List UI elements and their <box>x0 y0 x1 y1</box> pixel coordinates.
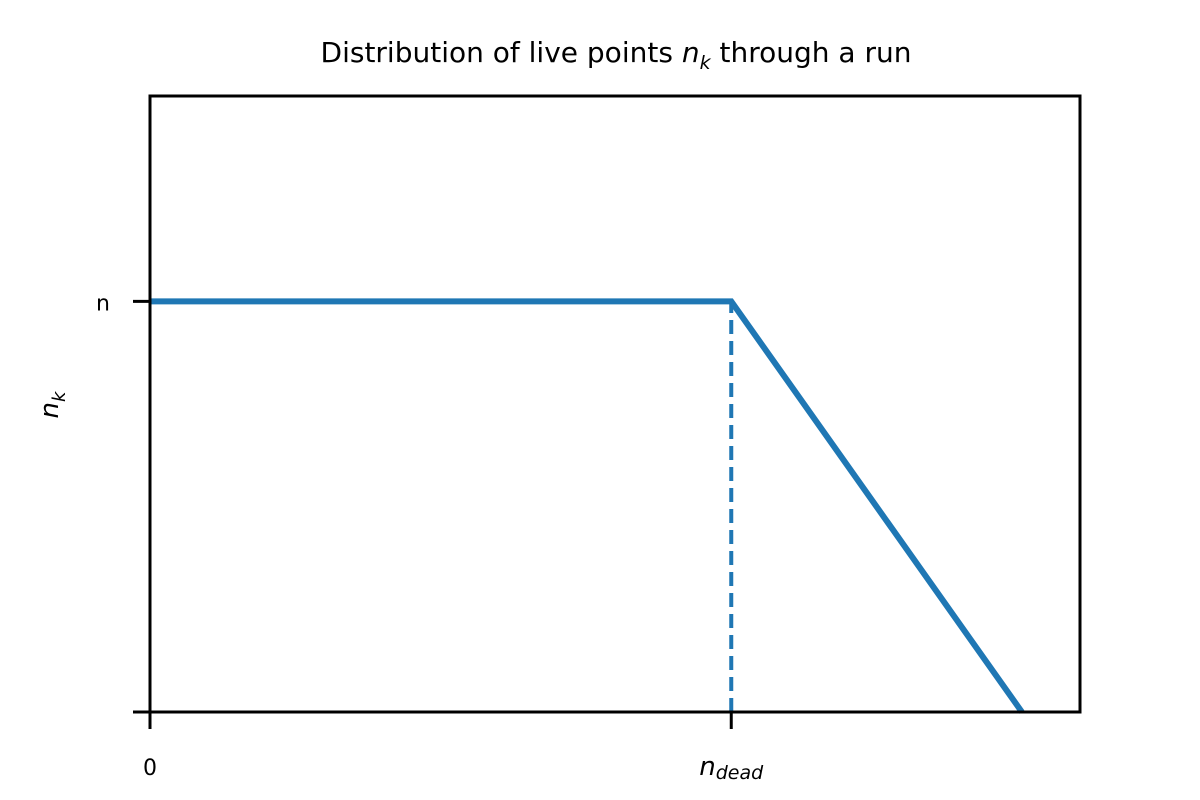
axis-ticks: 0 ndead n <box>96 291 764 784</box>
y-tick-label-1: n <box>96 291 110 316</box>
chart-title: Distribution of live points nk through a… <box>321 36 912 74</box>
plot-frame <box>148 94 1082 714</box>
y-axis-label: nk <box>35 390 70 418</box>
plot-area <box>150 298 1025 714</box>
x-tick-label-1: ndead <box>699 752 764 784</box>
x-tick-label-0: 0 <box>143 756 157 781</box>
series-line-0 <box>150 298 1025 714</box>
